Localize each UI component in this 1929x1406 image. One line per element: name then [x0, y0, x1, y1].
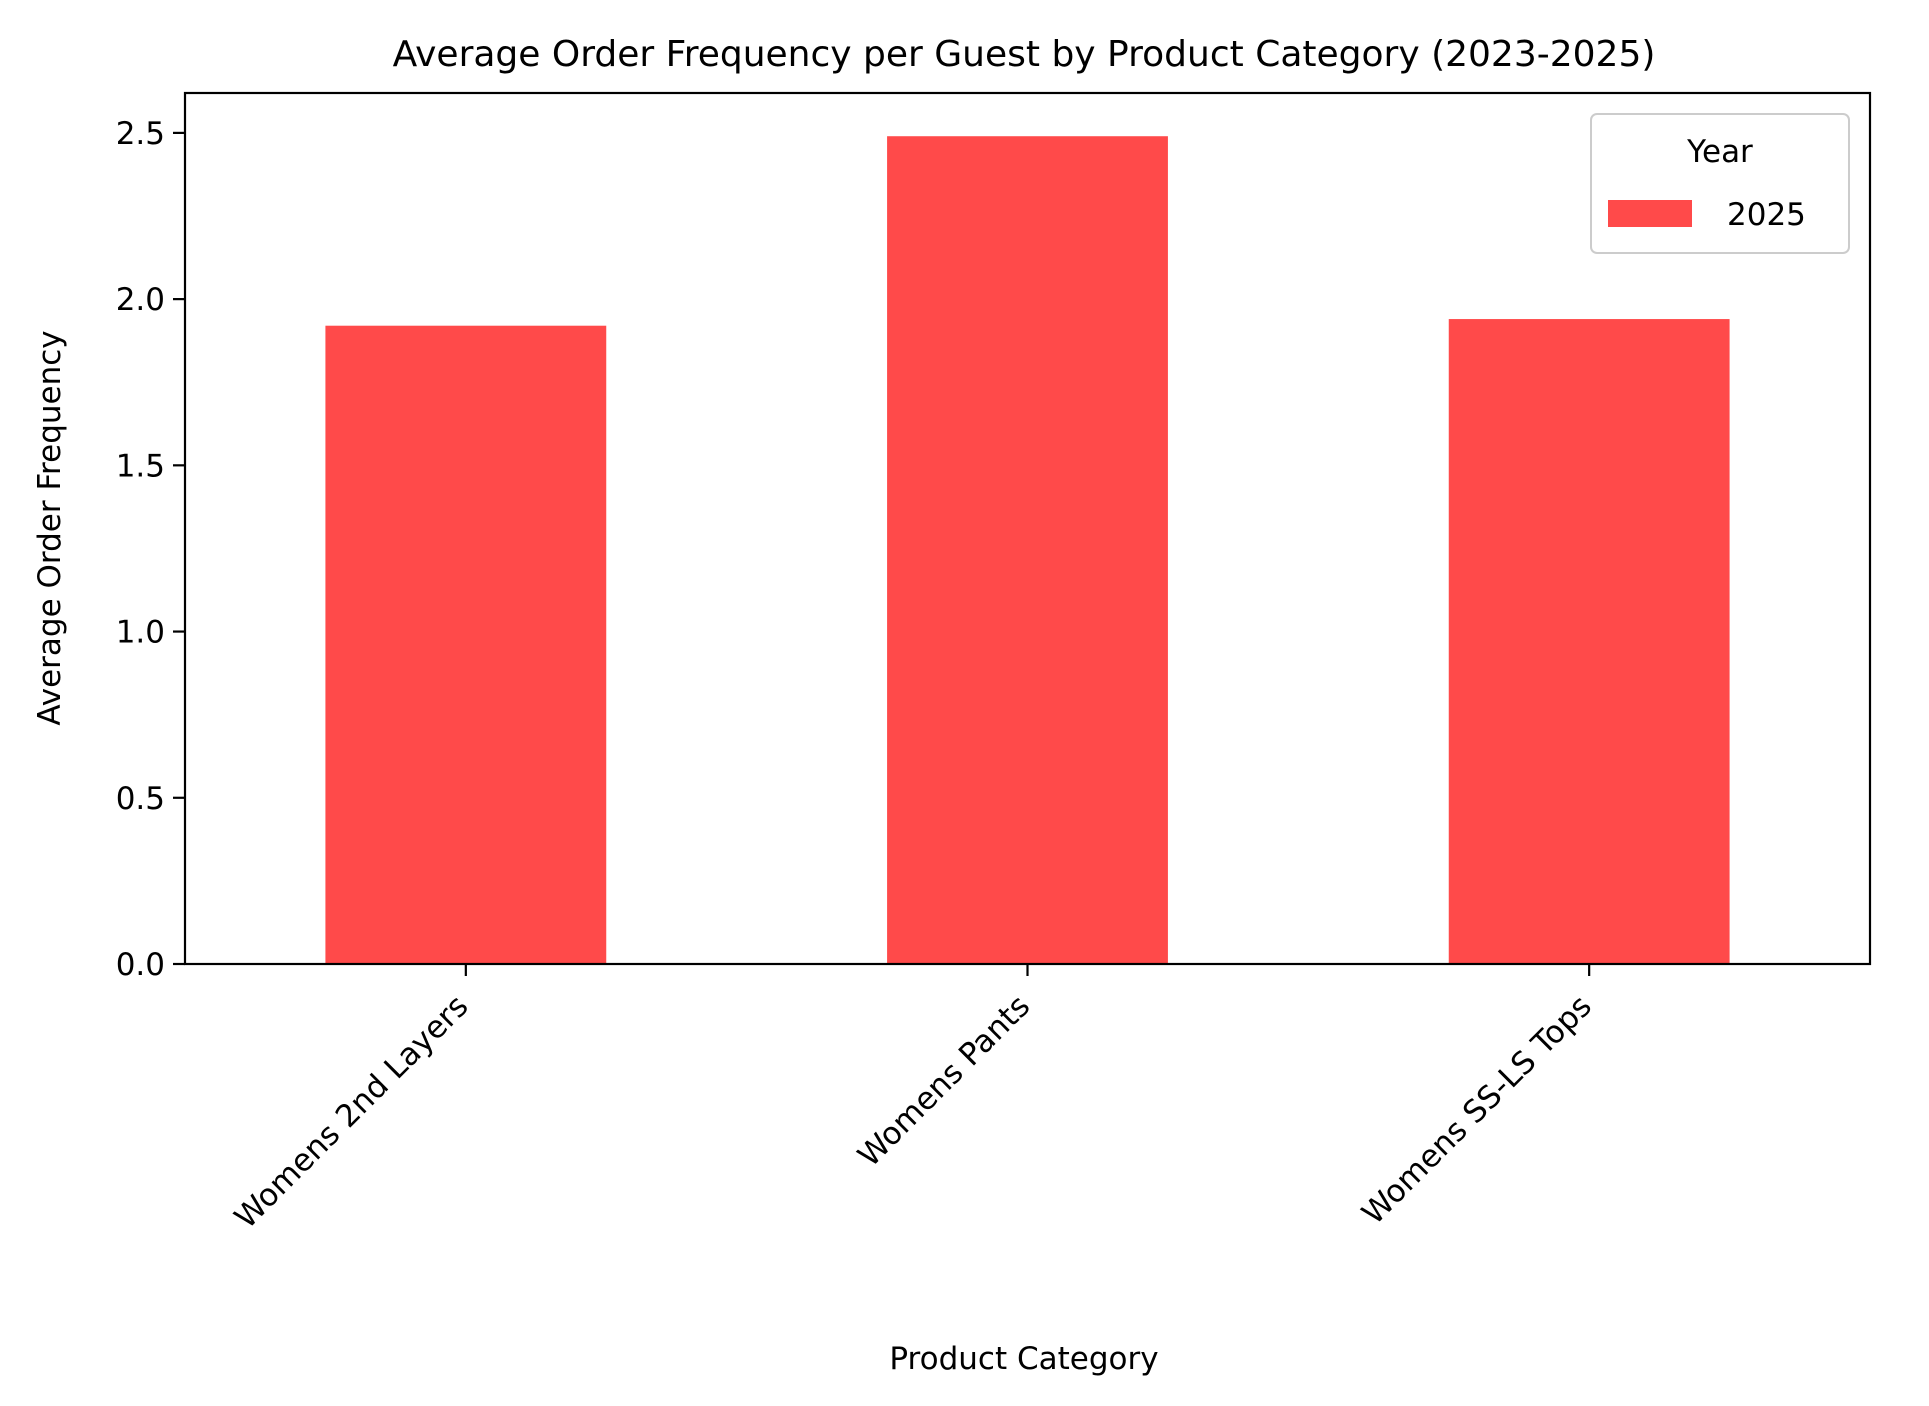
legend-swatch [1608, 200, 1692, 227]
x-axis: Womens 2nd Layers Womens Pants Womens SS-L… [228, 964, 1599, 1236]
y-tick-label: 1.0 [116, 615, 165, 651]
y-tick-label: 1.5 [116, 448, 165, 484]
y-tick-label: 0.5 [116, 781, 165, 817]
bar [1448, 319, 1730, 965]
plot-area [183, 91, 1872, 966]
y-tick-label: 0.0 [116, 947, 165, 983]
bar [887, 136, 1168, 965]
x-tick-label: Womens Pants [851, 988, 1037, 1174]
bar [325, 325, 607, 964]
legend-title: Year [1686, 134, 1753, 170]
chart-title: Average Order Frequency per Guest by Pro… [393, 34, 1656, 75]
legend: Year 2025 [1590, 113, 1850, 254]
x-tick-label: Womens SS-LS Tops [1355, 988, 1599, 1232]
legend-entry-label: 2025 [1727, 197, 1806, 233]
y-axis: 0.0 0.5 1.0 1.5 2.0 2.5 [116, 116, 185, 983]
y-tick-label: 2.5 [116, 116, 165, 152]
x-axis-label: Product Category [889, 1341, 1158, 1377]
y-axis-label: Average Order Frequency [32, 330, 68, 725]
y-tick-label: 2.0 [116, 282, 165, 318]
bar-group [325, 136, 1730, 965]
x-tick-label: Womens 2nd Layers [228, 988, 476, 1236]
